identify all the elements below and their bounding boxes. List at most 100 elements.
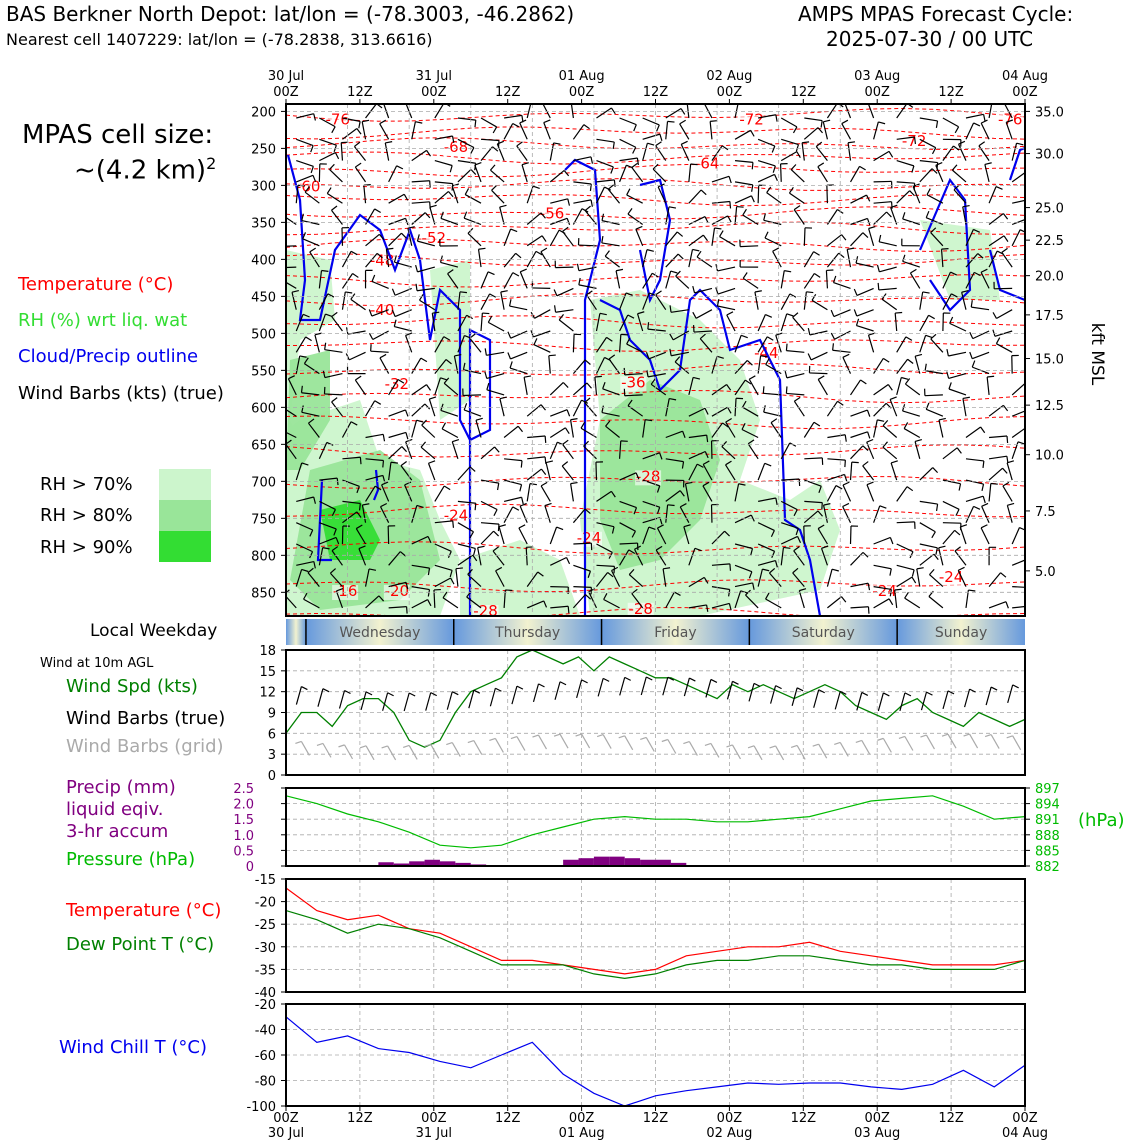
wind-barb-flag: [784, 270, 792, 273]
wind-barb-staff: [929, 574, 944, 588]
wind-barb-flag: [358, 545, 366, 550]
wind-barb-flag: [954, 529, 961, 536]
wind-barb-staff: [480, 293, 491, 310]
wind-barb-staff: [878, 287, 897, 291]
wind-barb-flag: [925, 210, 930, 218]
wind-barb-true-flag: [452, 691, 459, 696]
top-hour-label: 12Z: [938, 85, 964, 100]
wind-barb-flag: [1026, 383, 1031, 388]
wind-barb-flag: [391, 309, 396, 317]
weekday-band-segment: [286, 619, 306, 645]
wind-barb-staff: [834, 330, 851, 340]
wind-barb-staff: [873, 358, 884, 374]
wind-barb-staff: [549, 229, 560, 247]
wind-barb-flag: [447, 551, 452, 558]
wind-barb-staff: [434, 520, 453, 524]
wind-barb-staff: [1011, 218, 1025, 226]
wind-barb-flag: [771, 145, 776, 153]
height-tick-label: 35.0: [1035, 105, 1064, 120]
wind-barb-flag: [646, 369, 649, 378]
wind-barb-staff: [1005, 122, 1013, 140]
wind-barb-staff: [711, 356, 718, 374]
wind-barb-staff: [329, 572, 343, 588]
wind-barb-flag: [725, 460, 732, 466]
wind-barb-flag: [877, 419, 885, 422]
wind-barb-flag: [770, 530, 775, 537]
wind-barb-flag: [440, 211, 444, 219]
wind-barb-staff: [372, 330, 389, 341]
wind-barb-staff: [781, 138, 799, 146]
wind-barb-flag: [721, 441, 728, 447]
title-right-1: AMPS MPAS Forecast Cycle:: [798, 2, 1074, 26]
wind-barb-staff: [480, 138, 500, 142]
cloud-outline-segment: [638, 178, 672, 304]
wind-barb-staff: [1011, 410, 1025, 417]
wind-barb-flag: [646, 249, 654, 252]
wind-barb-grid: [688, 741, 698, 756]
wind-barb-staff: [850, 551, 864, 566]
precip-tick-label: 1.5: [233, 813, 254, 828]
wind-barb-staff: [725, 421, 736, 438]
wind-barb-staff: [873, 419, 878, 438]
wind-barb-staff: [635, 228, 644, 247]
wind-barb-staff: [319, 522, 337, 530]
wind-barb-flag: [788, 186, 794, 194]
wind-barb-flag: [790, 164, 797, 171]
wind-barb-staff: [534, 309, 551, 319]
precip-bar: [563, 859, 579, 866]
wind-barb-flag: [740, 334, 748, 339]
wind-barb-flag: [499, 204, 507, 208]
wind-barb-staff: [850, 606, 869, 609]
wind-barb-flag: [710, 120, 718, 122]
wind-barb-staff: [965, 589, 969, 608]
wind-barb-grid: [731, 744, 742, 760]
wind-barb-staff: [919, 335, 927, 353]
wind-barb-staff: [780, 313, 788, 332]
wind-barb-staff: [935, 165, 944, 183]
wind-barb-flag: [443, 336, 451, 341]
wind-barb-flag: [949, 316, 954, 324]
wind-barb-staff: [675, 275, 690, 289]
wind-barb-flag: [692, 311, 697, 319]
wind-barb-flag: [681, 461, 685, 469]
wind-barb-staff: [388, 551, 401, 566]
wind-barb-staff: [734, 514, 752, 524]
wind-barb-staff: [307, 422, 320, 438]
wind-barb-staff: [457, 554, 474, 566]
height-tick-label: 10.0: [1035, 449, 1064, 464]
wind-barb-staff: [882, 446, 898, 460]
temperature-contour: [286, 503, 1025, 518]
wind-barb-staff: [451, 441, 459, 459]
wind-barb-flag: [356, 128, 362, 135]
wind-barb-staff: [525, 547, 528, 566]
pressure-tick-label: 650: [251, 438, 276, 453]
wind-barb-true: [834, 691, 841, 710]
wind-barb-flag: [404, 218, 409, 226]
wind-barb-flag: [355, 375, 362, 381]
wind-barb-flag: [820, 120, 823, 128]
wind-barb-flag: [564, 427, 570, 435]
wind-barb-staff: [951, 169, 967, 183]
wind-barb-staff: [302, 238, 320, 247]
wind-barb-flag: [938, 417, 946, 421]
wind-barb-staff: [383, 104, 390, 119]
wind-barb-staff: [780, 151, 798, 162]
wind-barb-flag: [751, 162, 754, 170]
wind-barb-staff: [411, 586, 430, 591]
wind-barb-staff: [519, 505, 528, 523]
wind-barb-flag: [770, 418, 778, 424]
y-tick-label: -40: [255, 1024, 276, 1039]
wind-barb-staff: [296, 160, 314, 167]
wind-barb-staff: [647, 328, 666, 332]
wind-barb-staff: [596, 160, 614, 168]
wind-barb-flag: [878, 121, 886, 125]
wind-barb-staff: [803, 273, 815, 289]
wind-barb-staff: [364, 568, 370, 587]
wind-barb-staff: [719, 236, 736, 247]
wind-barb-staff: [447, 273, 459, 289]
wind-barb-flag: [452, 438, 460, 443]
wind-barb-staff: [827, 234, 842, 247]
wind-barb-staff: [850, 445, 864, 460]
wind-barb-grid: [602, 734, 612, 749]
wind-barb-staff: [379, 357, 390, 374]
